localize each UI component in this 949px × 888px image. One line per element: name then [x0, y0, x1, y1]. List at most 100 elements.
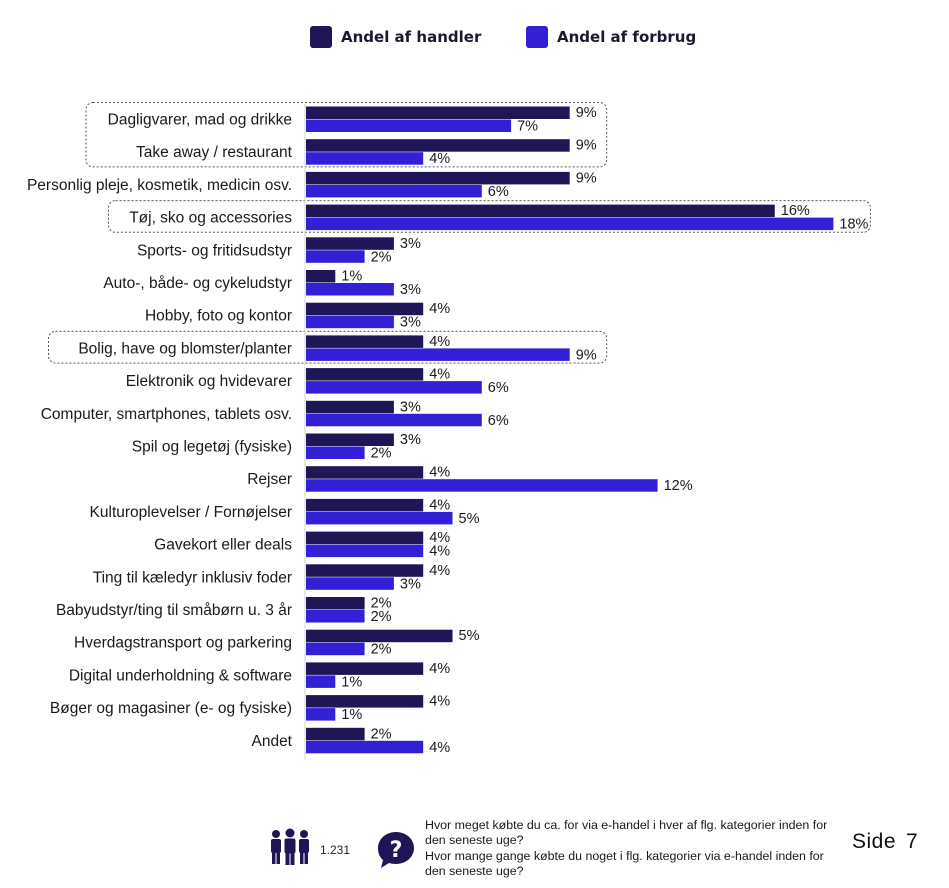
- bar-forbrug: [306, 675, 336, 688]
- page-number: 7: [906, 830, 919, 853]
- bar-chart: Dagligvarer, mad og drikke 9% 7% Take away …: [27, 102, 871, 760]
- value-label-handler: 4%: [429, 530, 450, 546]
- bar-forbrug: [306, 708, 336, 721]
- category-label: Andet: [251, 733, 292, 750]
- bar-forbrug: [306, 250, 365, 263]
- value-label-forbrug: 9%: [576, 347, 597, 363]
- bar-forbrug: [306, 152, 424, 165]
- value-label-handler: 4%: [429, 497, 450, 513]
- value-label-forbrug: 6%: [488, 413, 509, 429]
- bar-handler: [306, 564, 424, 577]
- bar-handler: [306, 727, 365, 741]
- category-label: Bolig, have og blomster/planter: [78, 340, 292, 357]
- bar-handler: [306, 106, 570, 119]
- value-label-handler: 3%: [400, 432, 421, 448]
- question-line-1: Hvor meget købte du ca. for via e-handel…: [425, 818, 828, 848]
- bar-forbrug: [306, 479, 658, 492]
- chart-legend: Andel af handler Andel af forbrug: [0, 26, 949, 52]
- legend-swatch-forbrug: [526, 26, 548, 48]
- value-label-handler: 4%: [429, 465, 450, 481]
- value-label-forbrug: 2%: [371, 642, 392, 658]
- bar-forbrug: [306, 348, 570, 361]
- bar-handler: [306, 204, 775, 218]
- bar-handler: [306, 335, 424, 348]
- highlight-box: [48, 330, 608, 364]
- value-label-handler: 9%: [576, 105, 597, 121]
- page-label: Side: [852, 830, 897, 853]
- category-label: Auto-, både- og cykeludstyr: [103, 275, 292, 292]
- bar-handler: [306, 531, 424, 545]
- bar-handler: [306, 629, 453, 643]
- category-label: Spil og legetøj (fysiske): [132, 439, 292, 456]
- value-label-forbrug: 4%: [429, 151, 450, 167]
- bar-handler: [306, 498, 424, 512]
- value-label-forbrug: 1%: [341, 707, 362, 723]
- category-label: Digital underholdning & software: [69, 667, 292, 684]
- value-label-forbrug: 18%: [839, 217, 868, 233]
- category-label: Gavekort eller deals: [154, 537, 292, 554]
- bar-handler: [306, 171, 570, 185]
- legend-label-forbrug: Andel af forbrug: [557, 28, 697, 46]
- question-text: Hvor meget købte du ca. for via e-handel…: [425, 818, 845, 879]
- category-label: Bøger og magasiner (e- og fysiske): [50, 700, 292, 717]
- question-bubble-icon: ?: [378, 832, 414, 868]
- bar-handler: [306, 597, 365, 610]
- category-label: Hverdagstransport og parkering: [74, 635, 292, 652]
- people-icon: [271, 828, 309, 865]
- value-label-handler: 3%: [400, 399, 421, 415]
- bar-forbrug: [306, 577, 394, 590]
- value-label-forbrug: 3%: [400, 315, 421, 331]
- bar-forbrug: [306, 283, 394, 296]
- legend-item-forbrug: Andel af forbrug: [526, 26, 696, 48]
- respondent-count: 1.231: [320, 843, 351, 857]
- category-label: Babyudstyr/ting til småbørn u. 3 år: [56, 602, 292, 619]
- value-label-handler: 4%: [429, 301, 450, 317]
- bar-handler: [306, 466, 424, 479]
- value-label-forbrug: 4%: [429, 544, 450, 560]
- page-indicator: Side 7: [852, 830, 918, 854]
- bar-forbrug: [306, 184, 482, 198]
- bar-handler: [306, 695, 424, 708]
- legend-swatch-handler: [310, 26, 332, 48]
- category-label: Personlig pleje, kosmetik, medicin osv.: [27, 177, 292, 194]
- value-label-handler: 4%: [429, 694, 450, 710]
- bar-forbrug: [306, 610, 365, 623]
- value-label-forbrug: 5%: [459, 511, 480, 527]
- bar-handler: [306, 400, 394, 414]
- category-label: Dagligvarer, mad og drikke: [108, 112, 292, 129]
- bar-forbrug: [306, 315, 394, 329]
- value-label-forbrug: 2%: [371, 446, 392, 462]
- bar-handler: [306, 270, 336, 283]
- bar-forbrug: [306, 740, 424, 754]
- question-line-2: Hvor mange gange købte du noget i flg. k…: [425, 848, 824, 878]
- value-label-forbrug: 3%: [400, 576, 421, 592]
- category-label: Computer, smartphones, tablets osv.: [41, 406, 292, 423]
- category-label: Ting til kæledyr inklusiv foder: [93, 569, 292, 586]
- value-label-handler: 2%: [371, 726, 392, 742]
- bar-handler: [306, 368, 424, 381]
- value-label-forbrug: 7%: [517, 119, 538, 135]
- value-label-handler: 4%: [429, 661, 450, 677]
- legend-label-handler: Andel af handler: [341, 28, 482, 46]
- bar-forbrug: [306, 217, 834, 231]
- value-label-forbrug: 4%: [429, 740, 450, 756]
- value-label-forbrug: 2%: [371, 249, 392, 265]
- value-label-handler: 16%: [781, 203, 810, 219]
- value-label-handler: 2%: [371, 596, 392, 612]
- value-label-handler: 5%: [459, 628, 480, 644]
- bar-handler: [306, 139, 570, 152]
- svg-text:?: ?: [390, 838, 403, 863]
- value-label-forbrug: 2%: [371, 609, 392, 625]
- highlight-box: [85, 102, 608, 168]
- bar-forbrug: [306, 446, 365, 459]
- value-label-forbrug: 1%: [341, 674, 362, 690]
- highlight-box: [108, 200, 871, 233]
- category-label: Rejser: [247, 471, 292, 488]
- category-label: Elektronik og hvidevarer: [126, 373, 292, 390]
- value-label-handler: 9%: [576, 170, 597, 186]
- bar-forbrug: [306, 511, 453, 525]
- bar-handler: [306, 302, 424, 316]
- value-label-forbrug: 6%: [488, 184, 509, 200]
- bar-forbrug: [306, 413, 482, 427]
- legend-item-handler: Andel af handler: [310, 26, 481, 48]
